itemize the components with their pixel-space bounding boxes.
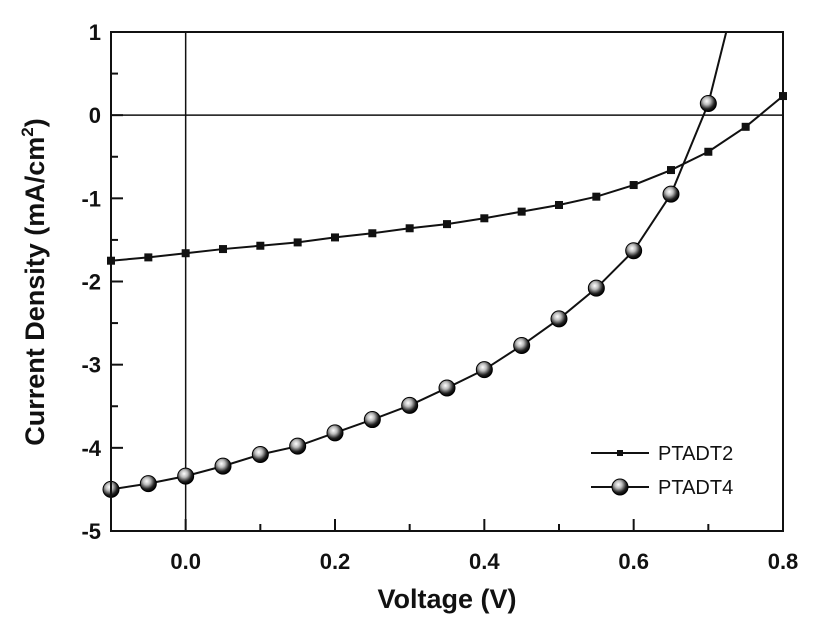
legend-marker-sphere <box>611 478 629 496</box>
data-point <box>438 379 456 397</box>
y-tick-label: 1 <box>89 20 101 45</box>
y-tick-label: -2 <box>81 270 101 295</box>
legend-item-ptadt4: PTADT4 <box>591 477 733 499</box>
x-axis-title: Voltage (V) <box>377 584 516 614</box>
plot-frame <box>110 31 784 532</box>
data-point <box>214 457 232 475</box>
data-point <box>293 238 302 247</box>
series-ptadt4 <box>102 31 728 498</box>
data-point <box>181 249 190 258</box>
x-tick-label: 0.6 <box>618 549 649 574</box>
legend: PTADT2 PTADT4 <box>591 443 733 499</box>
data-point <box>256 241 265 250</box>
data-point <box>251 445 269 463</box>
y-axis-title: Current Density (mA/cm2) <box>18 118 50 446</box>
y-tick-label: -5 <box>81 519 101 544</box>
data-point <box>475 361 493 379</box>
data-point <box>139 475 157 493</box>
legend-item-ptadt2: PTADT2 <box>591 443 733 465</box>
data-point <box>704 147 713 156</box>
data-point <box>326 424 344 442</box>
data-point <box>587 279 605 297</box>
data-point <box>513 337 531 355</box>
series-group <box>102 31 787 498</box>
data-point <box>401 396 419 414</box>
data-point <box>662 185 680 203</box>
data-point <box>443 220 451 229</box>
data-point <box>405 224 414 233</box>
y-tick-label: -3 <box>81 353 101 378</box>
y-tick-label: -4 <box>81 436 101 461</box>
data-point <box>219 245 227 254</box>
x-tick-labels: 0.0 0.2 0.4 0.6 0.8 <box>170 549 798 574</box>
data-point <box>629 181 638 190</box>
data-point <box>363 411 381 429</box>
y-tick-label: 0 <box>89 103 101 128</box>
reference-lines <box>111 32 783 531</box>
data-point <box>144 253 153 262</box>
x-tick-label: 0.8 <box>768 549 799 574</box>
data-point <box>480 214 489 223</box>
y-tick-label: -1 <box>81 186 101 211</box>
y-tick-labels: 1 0 -1 -2 -3 -4 -5 <box>81 20 101 544</box>
legend-label-ptadt2: PTADT2 <box>658 443 733 465</box>
data-point <box>517 207 526 216</box>
data-point <box>368 229 377 238</box>
y-axis-title-superscript: 2 <box>18 127 37 136</box>
x-tick-label: 0.0 <box>170 549 201 574</box>
x-tick-label: 0.2 <box>320 549 351 574</box>
data-point <box>550 310 568 328</box>
data-point <box>741 122 750 131</box>
x-tick-label: 0.4 <box>469 549 500 574</box>
series-line <box>110 95 784 262</box>
series-line <box>110 31 728 491</box>
data-point <box>289 437 307 455</box>
data-point <box>177 467 195 485</box>
data-point <box>699 95 717 113</box>
data-point <box>331 233 339 242</box>
legend-marker-square <box>617 450 623 456</box>
legend-label-ptadt4: PTADT4 <box>658 477 733 499</box>
data-point <box>555 200 563 209</box>
data-point <box>667 166 675 175</box>
series-ptadt2 <box>107 92 787 265</box>
data-point <box>625 242 643 260</box>
data-point <box>592 192 601 201</box>
